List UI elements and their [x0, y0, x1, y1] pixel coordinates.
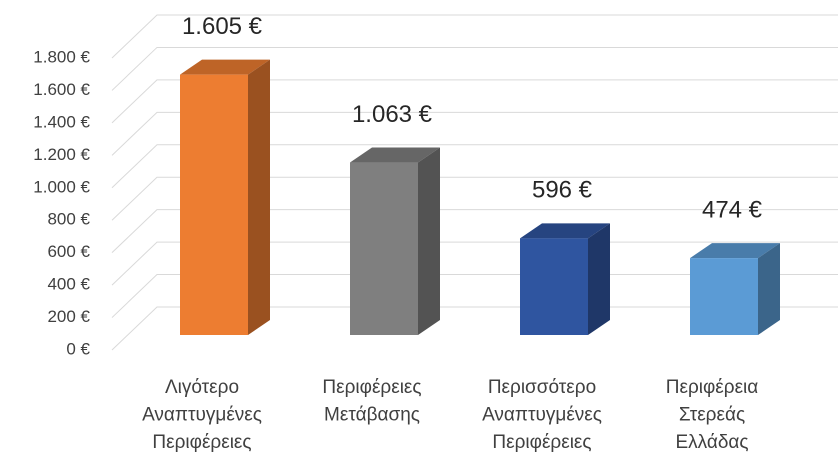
grid-line	[111, 46, 838, 91]
value-label: 1.063 €	[352, 101, 433, 128]
y-tick-label: 400 €	[47, 275, 90, 294]
grid-line	[111, 209, 838, 254]
grid-line	[111, 79, 838, 124]
x-tick-label: Περισσότερο Αναπτυγμένες Περιφέρειες	[482, 377, 602, 453]
grid-line	[111, 241, 838, 286]
y-tick-label: 0 €	[66, 339, 90, 358]
value-label: 474 €	[702, 196, 763, 223]
grid-line	[111, 176, 838, 221]
bar-top	[180, 59, 270, 75]
bar-top	[690, 243, 780, 259]
bar	[180, 74, 248, 335]
bar-side	[418, 147, 440, 335]
x-tick-label: Περιφέρεια Στερεάς Ελλάδας	[666, 377, 759, 453]
grid-line	[111, 111, 838, 156]
bar-side	[588, 223, 610, 335]
x-tick-label: Λιγότερο Αναπτυγμένες Περιφέρειες	[142, 377, 262, 453]
bar-side	[248, 59, 270, 336]
y-tick-label: 600 €	[47, 242, 90, 261]
y-tick-label: 1.000 €	[33, 177, 90, 196]
bar-side	[758, 243, 780, 335]
bar-top	[520, 223, 610, 239]
y-tick-label: 200 €	[47, 307, 90, 326]
x-tick-label: Περιφέρειες Μετάβασης	[322, 377, 421, 426]
y-tick-label: 800 €	[47, 210, 90, 229]
value-label: 1.605 €	[182, 13, 263, 40]
bar	[690, 258, 758, 335]
bar	[350, 162, 418, 335]
y-tick-label: 1.600 €	[33, 80, 90, 99]
grid-line	[111, 144, 838, 189]
value-label: 596 €	[532, 177, 593, 204]
y-tick-label: 1.400 €	[33, 112, 90, 131]
grid-line	[111, 306, 838, 351]
grid-line	[111, 14, 838, 59]
bar-top	[350, 147, 440, 163]
y-tick-label: 1.800 €	[33, 47, 90, 66]
bar	[520, 238, 588, 335]
grid-line	[111, 274, 838, 318]
y-tick-label: 1.200 €	[33, 145, 90, 164]
